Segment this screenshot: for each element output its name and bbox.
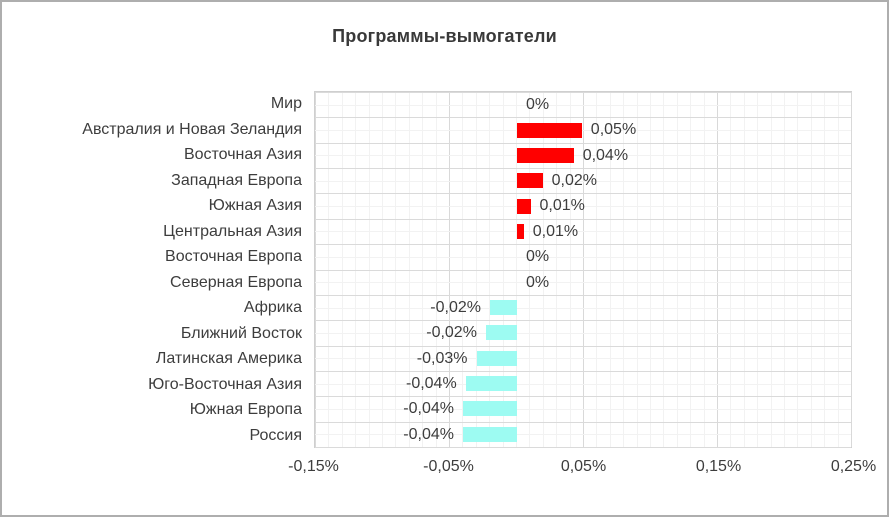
- category-label: Латинская Америка: [155, 350, 302, 367]
- gridline-horizontal: [315, 421, 851, 423]
- gridline-horizontal: [315, 408, 851, 410]
- gridline-horizontal: [315, 345, 851, 347]
- bar-value-label: 0,04%: [582, 146, 629, 164]
- bar-negative: [490, 300, 517, 316]
- x-axis-tick-label: 0,05%: [560, 458, 607, 475]
- gridline-horizontal: [315, 130, 851, 132]
- bar-positive: [517, 223, 524, 239]
- bar-value-label: -0,04%: [403, 400, 454, 418]
- gridline-horizontal: [315, 180, 851, 182]
- gridline-horizontal: [315, 282, 851, 284]
- bar-negative: [485, 325, 517, 341]
- category-axis: Мир Австралия и Новая Зеландия Восточная А…: [2, 91, 302, 448]
- category-label: Юго-Восточная Азия: [148, 375, 302, 393]
- category-label: Африка: [243, 299, 302, 316]
- gridline-horizontal: [315, 447, 851, 448]
- bar-negative: [465, 376, 517, 392]
- gridline-horizontal: [315, 320, 851, 322]
- gridline-horizontal: [315, 332, 851, 334]
- bar-negative: [476, 350, 517, 366]
- gridline-horizontal: [315, 104, 851, 106]
- category-label: Южная Азия: [208, 197, 302, 214]
- x-axis-tick-label: -0,15%: [288, 458, 339, 475]
- category-label: Центральная Азия: [163, 222, 302, 240]
- gridline-horizontal: [315, 244, 851, 246]
- bar-value-label: 0,02%: [551, 172, 598, 190]
- gridline-horizontal: [315, 358, 851, 360]
- bar-value-label: 0,01%: [539, 197, 585, 215]
- gridline-horizontal: [315, 155, 851, 157]
- bar-value-label: -0,02%: [430, 298, 481, 316]
- gridline-horizontal: [315, 193, 851, 195]
- bar-value-label: -0,03%: [416, 349, 468, 367]
- bar-value-label: -0,02%: [426, 324, 477, 342]
- bar-value-label: 0%: [526, 273, 550, 291]
- category-label: Мир: [270, 95, 302, 112]
- bar-value-label: 0%: [526, 96, 550, 113]
- bar-negative: [463, 426, 517, 442]
- bar-value-label: 0,01%: [532, 222, 579, 240]
- category-label: Россия: [249, 426, 302, 444]
- category-label: Восточная Европа: [165, 248, 302, 265]
- gridline-horizontal: [315, 218, 851, 220]
- gridline-vertical: [851, 92, 852, 447]
- chart-title: Программы-вымогатели: [332, 26, 557, 46]
- bar-positive: [517, 198, 531, 214]
- category-label: Восточная Азия: [183, 146, 302, 163]
- gridline-horizontal: [315, 434, 851, 436]
- value-axis: -0,15% -0,05% 0,05% 0,15% 0,25%: [288, 458, 876, 482]
- x-axis-tick-label: 0,15%: [695, 458, 742, 475]
- bar-value-label: 0%: [526, 248, 550, 266]
- category-label: Северная Европа: [170, 273, 302, 291]
- gridline-horizontal: [315, 206, 851, 208]
- gridline-horizontal: [315, 142, 851, 144]
- x-axis-tick-label: 0,25%: [830, 458, 877, 475]
- gridline-horizontal: [315, 383, 851, 385]
- gridline-horizontal: [315, 269, 851, 271]
- category-label: Австралия и Новая Зеландия: [82, 120, 302, 138]
- bar-value-label: -0,04%: [403, 425, 454, 443]
- gridline-horizontal: [315, 307, 851, 309]
- gridline-horizontal: [315, 117, 851, 119]
- bar-value-label: 0,05%: [590, 121, 637, 139]
- gridline-horizontal: [315, 231, 851, 233]
- gridline-horizontal: [315, 168, 851, 170]
- gridline-horizontal: [315, 256, 851, 258]
- bar-positive: [517, 122, 582, 138]
- bar-value-label: -0,04%: [405, 374, 457, 392]
- bar-positive: [517, 173, 543, 189]
- gridline-horizontal: [315, 92, 851, 93]
- bar-negative: [463, 401, 517, 417]
- category-label: Южная Европа: [189, 401, 302, 418]
- plot-area: 0% 0,05% 0,04% 0,02% 0,01% 0,01% 0% 0% -0,02% -0,…: [314, 91, 852, 448]
- category-label: Ближний Восток: [180, 324, 302, 342]
- category-label: Западная Европа: [171, 171, 302, 189]
- gridline-horizontal: [315, 396, 851, 398]
- bar-positive: [517, 147, 574, 163]
- gridline-horizontal: [315, 370, 851, 372]
- x-axis-tick-label: -0,05%: [423, 458, 474, 475]
- gridline-horizontal: [315, 294, 851, 296]
